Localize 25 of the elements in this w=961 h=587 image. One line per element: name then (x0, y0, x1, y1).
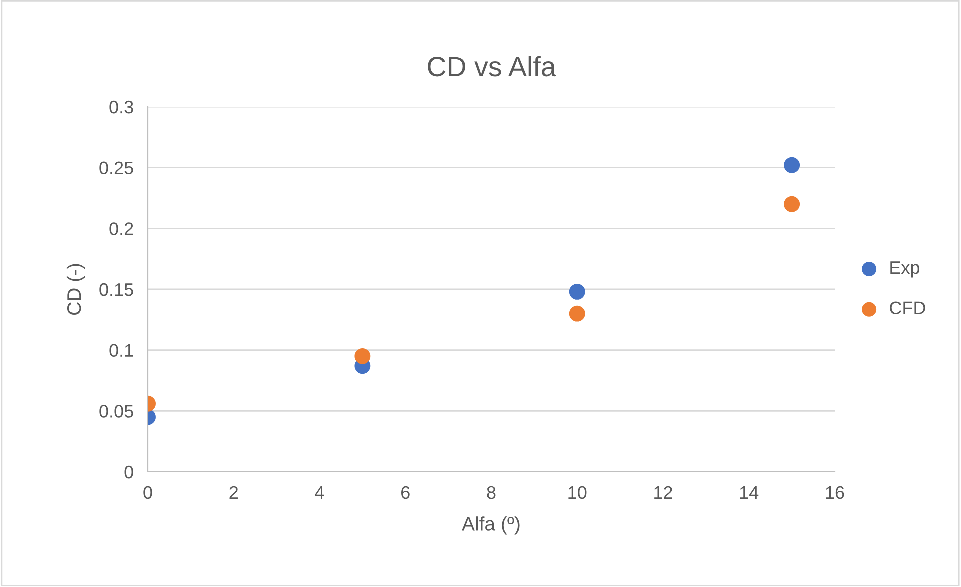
y-tick-label: 0.15 (100, 283, 134, 296)
x-tick-label: 10 (568, 486, 587, 500)
y-tick-label: 0.2 (110, 222, 134, 236)
y-tick-label: 0.3 (110, 100, 134, 114)
x-tick-label: 0 (144, 486, 152, 500)
x-axis-title: Alfa (º) (462, 516, 520, 535)
x-tick-label: 16 (826, 486, 844, 500)
x-tick-label: 4 (315, 486, 324, 499)
x-tick-label: 2 (230, 486, 238, 499)
y-axis-title: CD (-) (66, 264, 86, 315)
point (569, 306, 586, 322)
x-tick-label: 8 (487, 486, 496, 500)
chart-title: CD vs Alfa (428, 56, 556, 77)
x-tick-label: 12 (654, 486, 672, 499)
x-tick-label: 6 (402, 486, 410, 500)
y-tick-label: 0.1 (110, 344, 134, 358)
y-tick-label: 0.05 (100, 405, 134, 418)
y-tick-label: 0.25 (100, 162, 134, 175)
y-tick-label: 0 (124, 466, 134, 479)
legend-label: Exp (890, 262, 920, 278)
point (569, 284, 586, 300)
point (784, 157, 800, 174)
point (784, 196, 800, 212)
x-tick-label: 14 (740, 486, 759, 499)
legend-label: CFD (890, 302, 926, 314)
